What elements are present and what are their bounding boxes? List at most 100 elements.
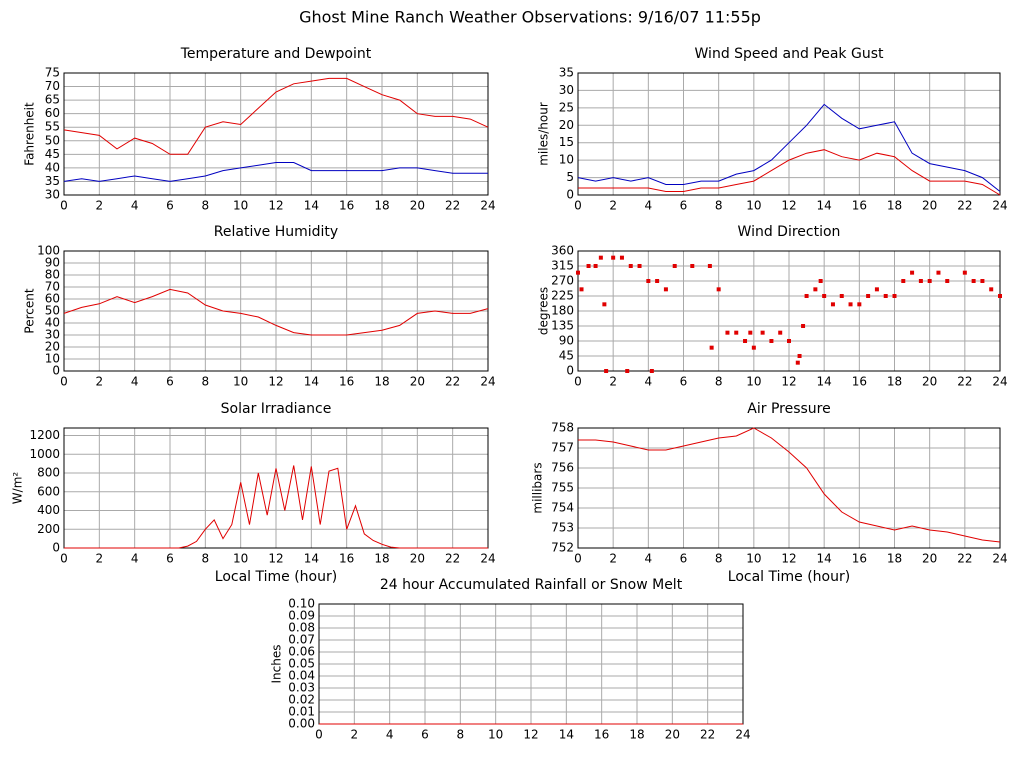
y-tick-label: 752: [551, 541, 574, 555]
y-tick-label: 40: [45, 160, 60, 174]
y-tick-label: 315: [551, 259, 574, 273]
point: [690, 264, 695, 268]
x-tick-label: 18: [887, 375, 902, 389]
point: [646, 279, 651, 283]
x-tick-label: 0: [574, 375, 582, 389]
x-tick-label: 10: [488, 728, 503, 742]
x-tick-label: 16: [339, 199, 354, 213]
point: [586, 264, 591, 268]
point: [998, 294, 1002, 298]
point: [901, 279, 906, 283]
x-tick-label: 24: [992, 199, 1007, 213]
y-tick-label: 90: [559, 334, 574, 348]
x-tick-label: 12: [268, 375, 283, 389]
plot-frame: [63, 427, 489, 549]
point: [818, 279, 823, 283]
x-tick-label: 2: [96, 199, 104, 213]
x-tick-label: 16: [852, 199, 867, 213]
point: [672, 264, 677, 268]
series-line: [64, 465, 488, 549]
x-tick-label: 0: [60, 552, 68, 566]
y-tick-label: 45: [559, 349, 574, 363]
point: [637, 264, 642, 268]
x-tick-label: 18: [374, 552, 389, 566]
chart-title: Air Pressure: [747, 401, 830, 417]
series-line: [63, 162, 488, 182]
y-tick-label: 0.07: [288, 633, 315, 647]
chart-title: Solar Irradiance: [221, 401, 332, 417]
y-tick-label: 0.10: [288, 597, 315, 611]
x-tick-label: 0: [574, 199, 582, 213]
point: [801, 324, 806, 328]
point: [655, 279, 660, 283]
point: [579, 287, 584, 292]
point: [611, 255, 616, 260]
point: [892, 294, 897, 298]
point: [628, 264, 633, 268]
x-tick-label: 18: [887, 199, 902, 213]
x-tick-label: 12: [268, 199, 283, 213]
y-tick-label: 0.00: [288, 717, 315, 731]
point: [962, 270, 967, 275]
y-tick-label: 15: [559, 135, 574, 149]
x-tick-label: 20: [922, 199, 937, 213]
y-tick-label: 0: [566, 188, 574, 202]
plot-frame: [577, 250, 1001, 372]
x-axis-label: Local Time (hour): [728, 569, 850, 585]
y-tick-label: 0.04: [288, 669, 315, 683]
x-tick-label: 6: [680, 552, 688, 566]
x-tick-label: 4: [645, 552, 653, 566]
page-title: Ghost Mine Ranch Weather Observations: 9…: [299, 8, 761, 27]
y-axis-label: Percent: [23, 288, 37, 333]
y-tick-label: 754: [551, 501, 574, 515]
x-tick-label: 16: [594, 728, 609, 742]
x-tick-label: 6: [166, 375, 174, 389]
y-tick-label: 1000: [29, 447, 60, 461]
y-tick-label: 0.08: [288, 621, 315, 635]
point: [848, 302, 853, 307]
y-tick-label: 75: [45, 66, 60, 80]
y-tick-label: 135: [551, 319, 574, 333]
x-tick-label: 10: [233, 199, 248, 213]
y-tick-label: 50: [45, 304, 60, 318]
y-axis-label: miles/hour: [537, 102, 551, 166]
y-tick-label: 360: [551, 244, 574, 258]
point: [839, 294, 844, 298]
y-axis-label: millibars: [531, 462, 545, 513]
y-tick-label: 30: [559, 83, 574, 97]
point: [797, 354, 802, 358]
x-tick-label: 8: [715, 199, 723, 213]
y-tick-label: 600: [37, 484, 60, 498]
point: [830, 302, 835, 307]
x-tick-label: 14: [817, 199, 832, 213]
x-tick-label: 12: [523, 728, 538, 742]
chart-title: Wind Speed and Peak Gust: [695, 46, 884, 62]
point: [734, 330, 739, 335]
y-tick-label: 0.02: [288, 693, 315, 707]
point: [874, 287, 879, 292]
x-tick-label: 8: [457, 728, 465, 742]
y-tick-label: 0.03: [288, 681, 315, 695]
x-tick-label: 4: [386, 728, 394, 742]
x-tick-label: 16: [339, 552, 354, 566]
x-tick-label: 14: [817, 552, 832, 566]
point: [857, 302, 862, 307]
point: [945, 279, 950, 283]
y-tick-label: 60: [45, 106, 60, 120]
chart-title: Temperature and Dewpoint: [180, 46, 372, 62]
y-tick-label: 40: [45, 316, 60, 330]
x-axis-label: Local Time (hour): [215, 569, 337, 585]
x-tick-label: 14: [817, 375, 832, 389]
x-tick-label: 0: [60, 199, 68, 213]
x-tick-label: 8: [202, 375, 210, 389]
y-tick-label: 225: [551, 289, 574, 303]
x-tick-label: 6: [680, 375, 688, 389]
x-tick-label: 18: [887, 552, 902, 566]
y-tick-label: 65: [45, 93, 60, 107]
point: [795, 360, 800, 365]
y-tick-label: 55: [45, 120, 60, 134]
point: [989, 287, 994, 292]
y-tick-label: 5: [566, 170, 574, 184]
chart-title: 24 hour Accumulated Rainfall or Snow Mel…: [380, 577, 683, 593]
plot-frame: [63, 72, 489, 196]
